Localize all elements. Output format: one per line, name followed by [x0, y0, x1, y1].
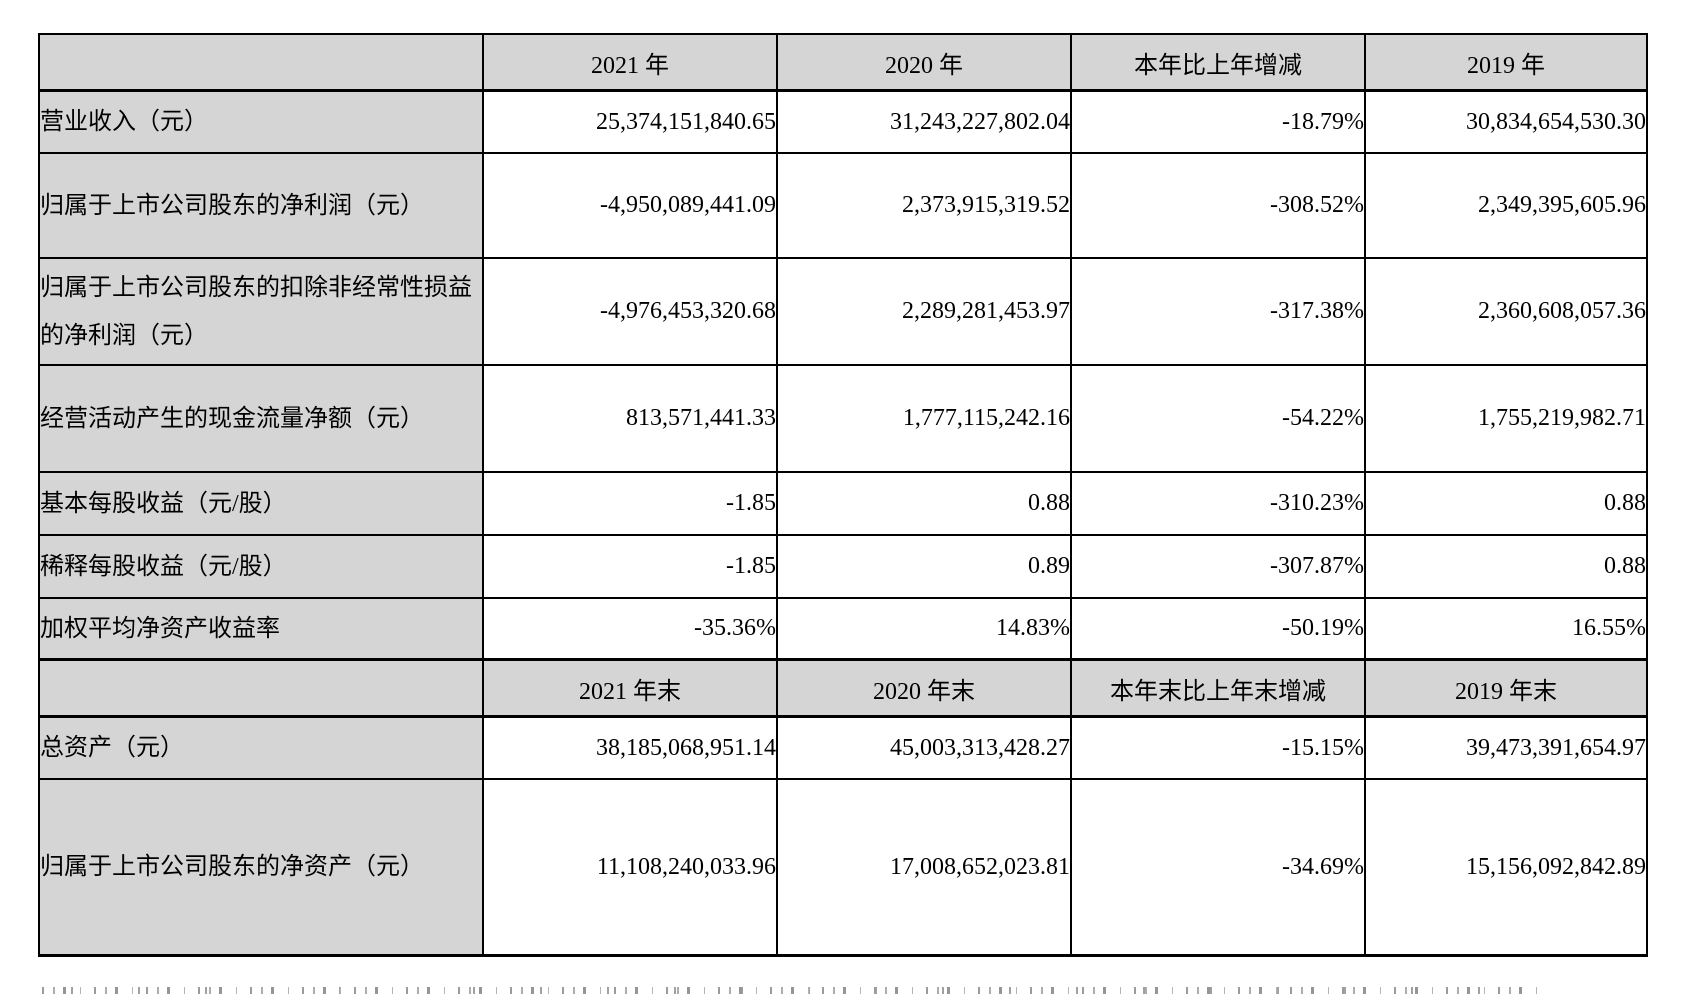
value-2019: 2,360,608,057.36 — [1364, 257, 1648, 366]
row-label: 归属于上市公司股东的净利润（元） — [38, 152, 484, 259]
table-row: 经营活动产生的现金流量净额（元） 813,571,441.33 1,777,11… — [38, 364, 1648, 473]
value-2019: 16.55% — [1364, 597, 1648, 661]
header-2019: 2019 年 — [1364, 33, 1648, 92]
value-2021: 38,185,068,951.14 — [482, 715, 778, 780]
value-2020: 17,008,652,023.81 — [776, 778, 1072, 957]
header-2020-eoy: 2020 年末 — [776, 658, 1072, 718]
table-row: 营业收入（元） 25,374,151,840.65 31,243,227,802… — [38, 89, 1648, 154]
value-2020: 45,003,313,428.27 — [776, 715, 1072, 780]
value-2019: 0.88 — [1364, 471, 1648, 536]
value-change: -34.69% — [1070, 778, 1366, 957]
value-2020: 0.88 — [776, 471, 1072, 536]
value-2019: 39,473,391,654.97 — [1364, 715, 1648, 780]
value-2020: 14.83% — [776, 597, 1072, 661]
value-2020: 31,243,227,802.04 — [776, 89, 1072, 154]
key-financial-indicators-table: 2021 年 2020 年 本年比上年增减 2019 年 营业收入（元） 25,… — [38, 33, 1648, 957]
value-2019: 2,349,395,605.96 — [1364, 152, 1648, 259]
value-change: -307.87% — [1070, 534, 1366, 599]
eoy-header-row: 2021 年末 2020 年末 本年末比上年末增减 2019 年末 — [38, 658, 1648, 718]
period-header-row: 2021 年 2020 年 本年比上年增减 2019 年 — [38, 33, 1648, 92]
table-row: 基本每股收益（元/股） -1.85 0.88 -310.23% 0.88 — [38, 471, 1648, 536]
value-2021: -1.85 — [482, 471, 778, 536]
corner-cell — [38, 33, 484, 92]
value-2021: -1.85 — [482, 534, 778, 599]
row-label: 基本每股收益（元/股） — [38, 471, 484, 536]
row-label: 归属于上市公司股东的净资产（元） — [38, 778, 484, 957]
clipped-footnote-fragments — [42, 987, 1544, 994]
header-2021-eoy: 2021 年末 — [482, 658, 778, 718]
value-2021: -4,976,453,320.68 — [482, 257, 778, 366]
header-2019-eoy: 2019 年末 — [1364, 658, 1648, 718]
table-row: 归属于上市公司股东的扣除非经常性损益的净利润（元） -4,976,453,320… — [38, 257, 1648, 366]
value-change: -54.22% — [1070, 364, 1366, 473]
table-row: 归属于上市公司股东的净利润（元） -4,950,089,441.09 2,373… — [38, 152, 1648, 259]
value-change: -15.15% — [1070, 715, 1366, 780]
value-2019: 15,156,092,842.89 — [1364, 778, 1648, 957]
value-2021: -35.36% — [482, 597, 778, 661]
row-label: 经营活动产生的现金流量净额（元） — [38, 364, 484, 473]
row-label: 归属于上市公司股东的扣除非经常性损益的净利润（元） — [38, 257, 484, 366]
table-row: 总资产（元） 38,185,068,951.14 45,003,313,428.… — [38, 715, 1648, 780]
table-row: 稀释每股收益（元/股） -1.85 0.89 -307.87% 0.88 — [38, 534, 1648, 599]
header-eoy-change: 本年末比上年末增减 — [1070, 658, 1366, 718]
value-2020: 0.89 — [776, 534, 1072, 599]
header-yoy-change: 本年比上年增减 — [1070, 33, 1366, 92]
value-change: -50.19% — [1070, 597, 1366, 661]
table-row: 归属于上市公司股东的净资产（元） 11,108,240,033.96 17,00… — [38, 778, 1648, 957]
corner-cell — [38, 658, 484, 718]
value-2021: -4,950,089,441.09 — [482, 152, 778, 259]
row-label: 营业收入（元） — [38, 89, 484, 154]
value-2020: 2,289,281,453.97 — [776, 257, 1072, 366]
value-2019: 1,755,219,982.71 — [1364, 364, 1648, 473]
value-2019: 0.88 — [1364, 534, 1648, 599]
row-label: 加权平均净资产收益率 — [38, 597, 484, 661]
value-2021: 11,108,240,033.96 — [482, 778, 778, 957]
row-label: 总资产（元） — [38, 715, 484, 780]
value-2021: 813,571,441.33 — [482, 364, 778, 473]
value-change: -317.38% — [1070, 257, 1366, 366]
row-label: 稀释每股收益（元/股） — [38, 534, 484, 599]
value-2019: 30,834,654,530.30 — [1364, 89, 1648, 154]
table-row: 加权平均净资产收益率 -35.36% 14.83% -50.19% 16.55% — [38, 597, 1648, 661]
header-2020: 2020 年 — [776, 33, 1072, 92]
value-2021: 25,374,151,840.65 — [482, 89, 778, 154]
value-change: -308.52% — [1070, 152, 1366, 259]
value-change: -18.79% — [1070, 89, 1366, 154]
value-2020: 1,777,115,242.16 — [776, 364, 1072, 473]
value-2020: 2,373,915,319.52 — [776, 152, 1072, 259]
value-change: -310.23% — [1070, 471, 1366, 536]
header-2021: 2021 年 — [482, 33, 778, 92]
